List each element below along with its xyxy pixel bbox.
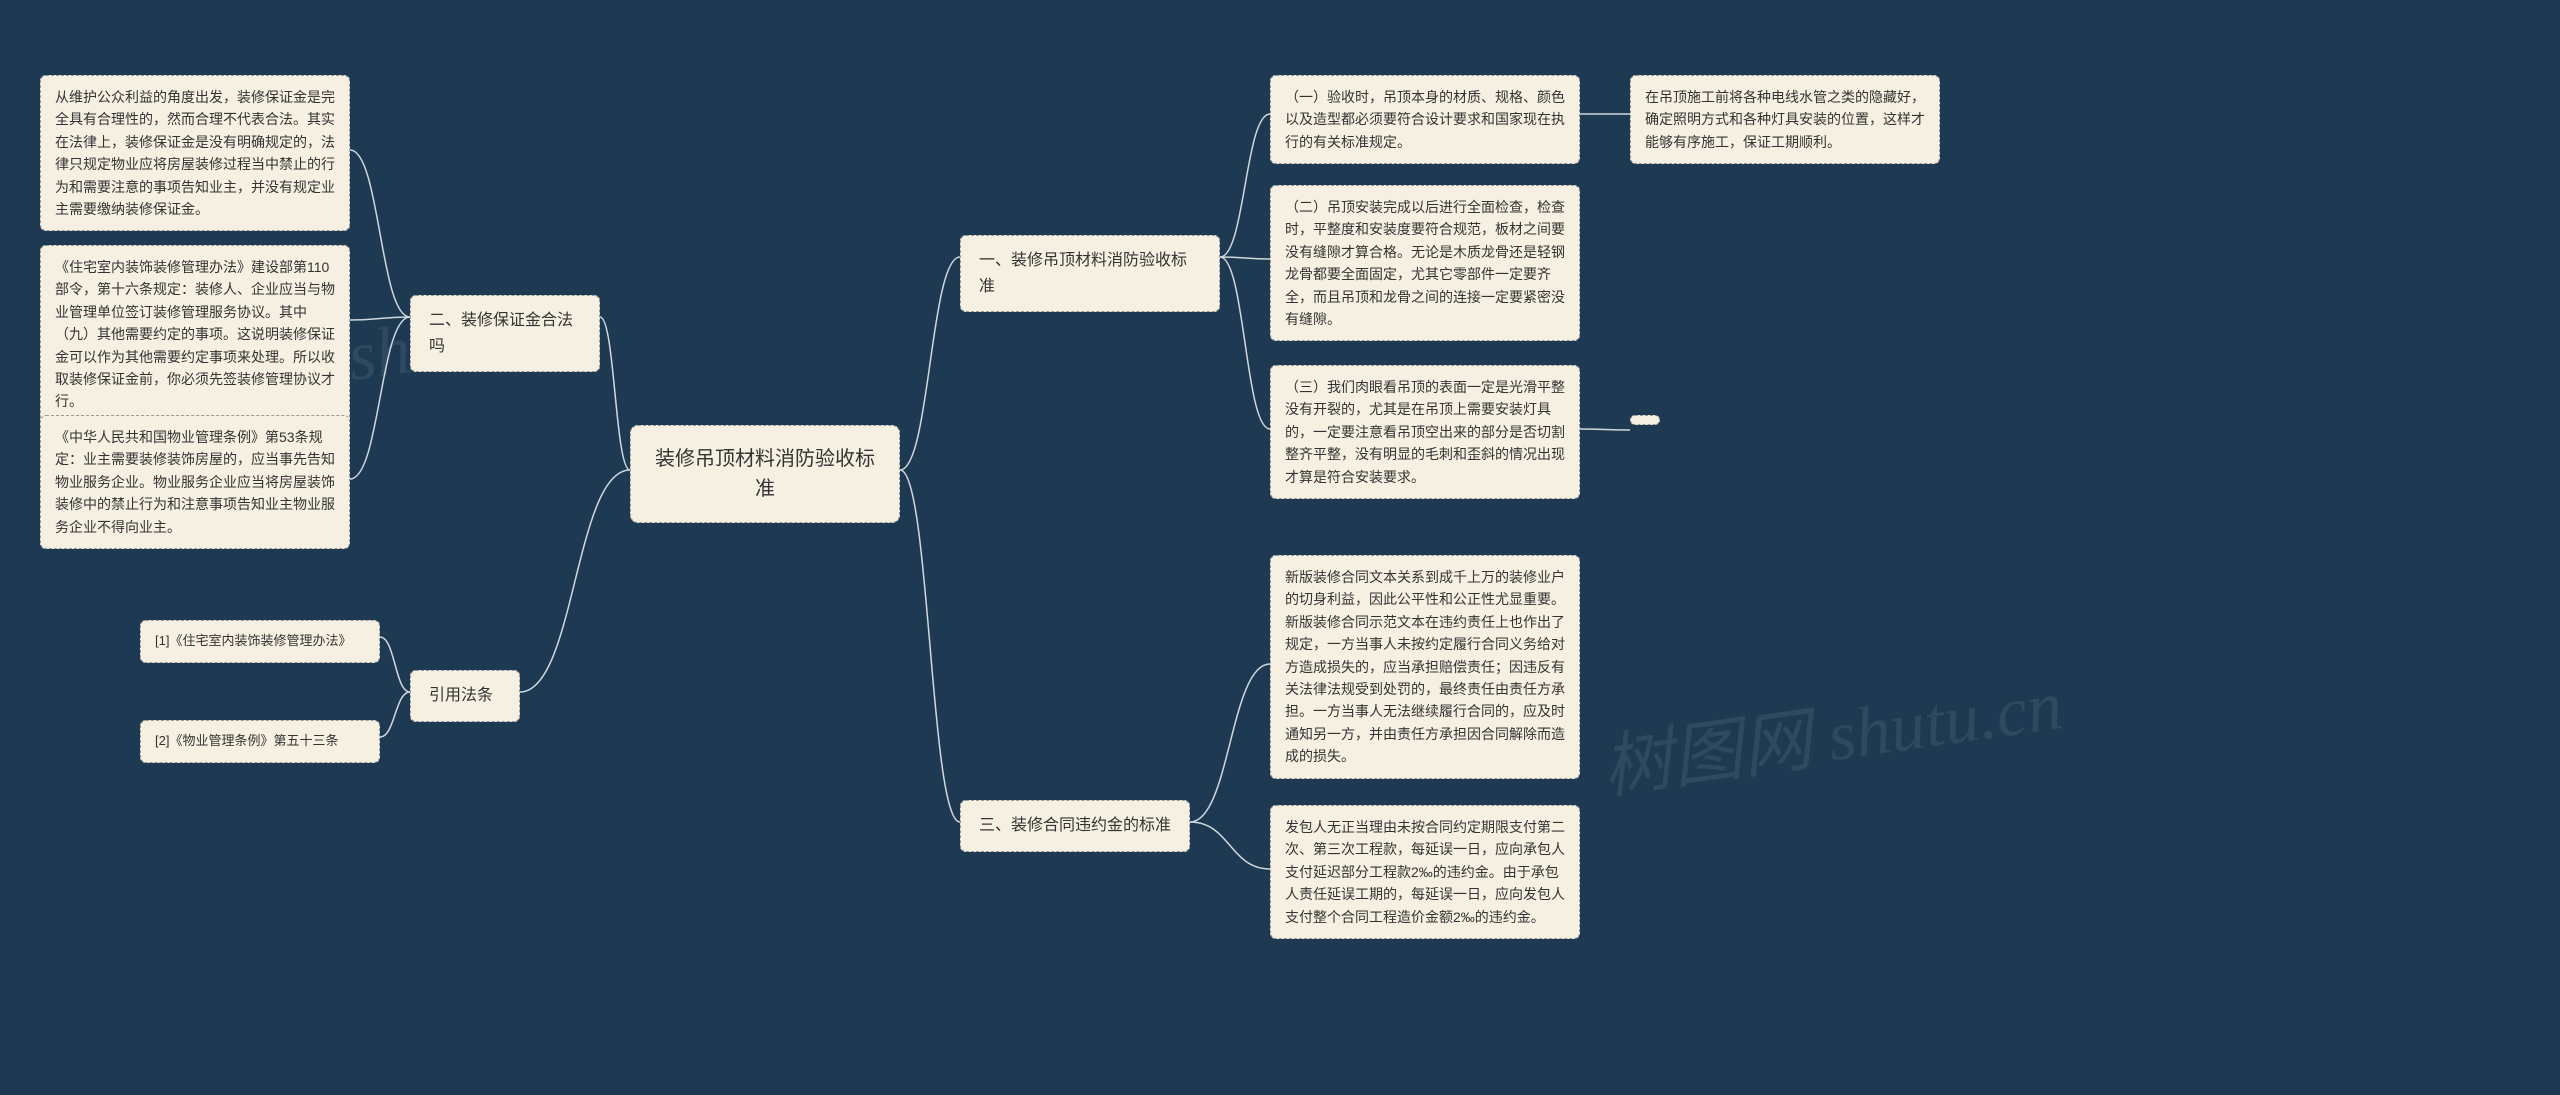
- left-branch-citation: 引用法条: [410, 670, 520, 722]
- left-branch-deposit: 二、装修保证金合法吗: [410, 295, 600, 372]
- right-b1-child-0: （一）验收时，吊顶本身的材质、规格、颜色以及造型都必须要符合设计要求和国家现在执…: [1270, 75, 1580, 164]
- left-b1-child-2: 《中华人民共和国物业管理条例》第53条规定：业主需要装修装饰房屋的，应当事先告知…: [40, 415, 350, 549]
- right-b1-child-1: （二）吊顶安装完成以后进行全面检查，检查时，平整度和安装度要符合规范，板材之间要…: [1270, 185, 1580, 341]
- root-node: 装修吊顶材料消防验收标准: [630, 425, 900, 523]
- left-b1-child-0: 从维护公众利益的角度出发，装修保证金是完全具有合理性的，然而合理不代表合法。其实…: [40, 75, 350, 231]
- right-branch-acceptance: 一、装修吊顶材料消防验收标准: [960, 235, 1220, 312]
- watermark: 树图网 shutu.cn: [1595, 648, 2067, 812]
- left-b2-child-0: [1]《住宅室内装饰装修管理办法》: [140, 620, 380, 663]
- right-b1-child-0-grand: 在吊顶施工前将各种电线水管之类的隐藏好，确定照明方式和各种灯具安装的位置，这样才…: [1630, 75, 1940, 164]
- right-b2-child-1: 发包人无正当理由未按合同约定期限支付第二次、第三次工程款，每延误一日，应向承包人…: [1270, 805, 1580, 939]
- left-b2-child-1: [2]《物业管理条例》第五十三条: [140, 720, 380, 763]
- right-b1-child-2-stub: [1630, 415, 1660, 425]
- right-b2-child-0: 新版装修合同文本关系到成千上万的装修业户的切身利益，因此公平性和公正性尤显重要。…: [1270, 555, 1580, 779]
- right-b1-child-2: （三）我们肉眼看吊顶的表面一定是光滑平整没有开裂的，尤其是在吊顶上需要安装灯具的…: [1270, 365, 1580, 499]
- left-b1-child-1: 《住宅室内装饰装修管理办法》建设部第110部令，第十六条规定：装修人、企业应当与…: [40, 245, 350, 424]
- right-branch-penalty: 三、装修合同违约金的标准: [960, 800, 1190, 852]
